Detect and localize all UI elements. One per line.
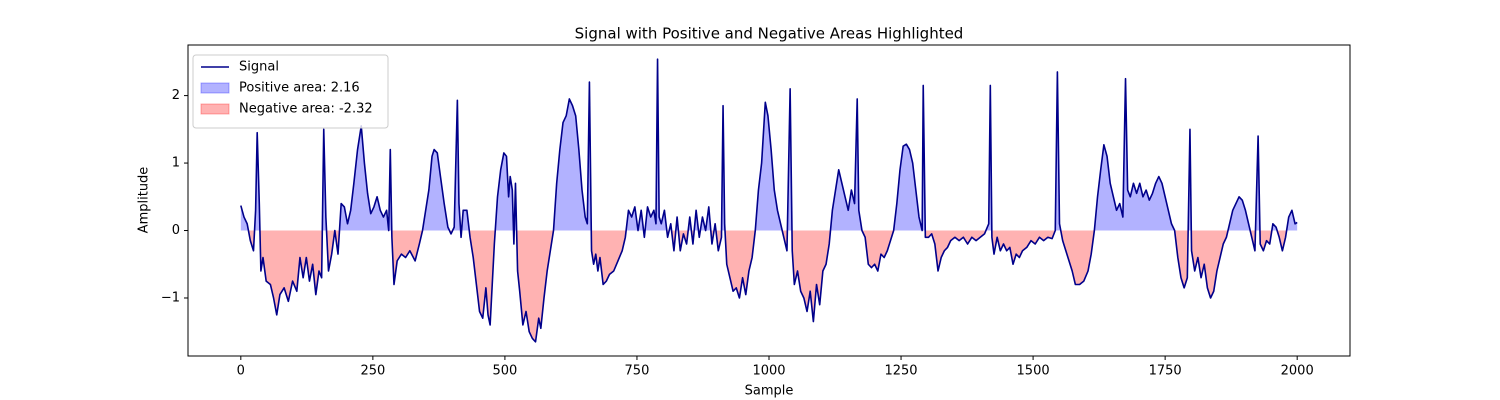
y-tick-label: 1	[172, 156, 180, 171]
legend: Signal Positive area: 2.16 Negative area: …	[192, 54, 389, 129]
x-tick-label: 0	[237, 364, 245, 379]
x-axis-label: Sample	[745, 384, 794, 399]
x-tick-label: 1750	[1149, 364, 1182, 379]
legend-patch	[200, 103, 230, 115]
signal-line	[240, 58, 1298, 343]
x-tick-label: 500	[492, 364, 517, 379]
legend-label: Positive area: 2.16	[239, 81, 360, 96]
legend-label: Negative area: -2.32	[239, 102, 373, 117]
legend-label: Signal	[239, 60, 279, 75]
x-tick-label: 2000	[1281, 364, 1314, 379]
x-tick-label: 1250	[884, 364, 917, 379]
y-axis-label: Amplitude	[137, 167, 152, 234]
x-tick-label: 1000	[752, 364, 785, 379]
y-tick-label: −1	[161, 290, 180, 305]
x-tick-label: 1500	[1017, 364, 1050, 379]
legend-patch	[200, 82, 230, 94]
x-tick-label: 250	[360, 364, 385, 379]
y-tick-label: 2	[172, 88, 180, 103]
chart-title: Signal with Positive and Negative Areas …	[575, 25, 964, 43]
legend-box	[192, 54, 389, 129]
x-tick-label: 750	[625, 364, 650, 379]
y-tick-label: 0	[172, 223, 180, 238]
positive-area	[240, 59, 1298, 231]
